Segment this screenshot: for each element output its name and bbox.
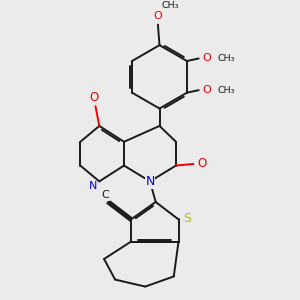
Text: CH₃: CH₃ (218, 85, 235, 94)
Text: O: O (202, 53, 211, 64)
Text: CH₃: CH₃ (161, 1, 179, 10)
Text: N: N (145, 175, 155, 188)
Text: S: S (183, 212, 191, 225)
Text: O: O (202, 85, 211, 95)
Text: CH₃: CH₃ (218, 54, 235, 63)
Text: N: N (89, 181, 97, 190)
Text: O: O (153, 11, 162, 21)
Text: O: O (197, 158, 207, 170)
Text: O: O (89, 91, 98, 104)
Text: C: C (102, 190, 110, 200)
